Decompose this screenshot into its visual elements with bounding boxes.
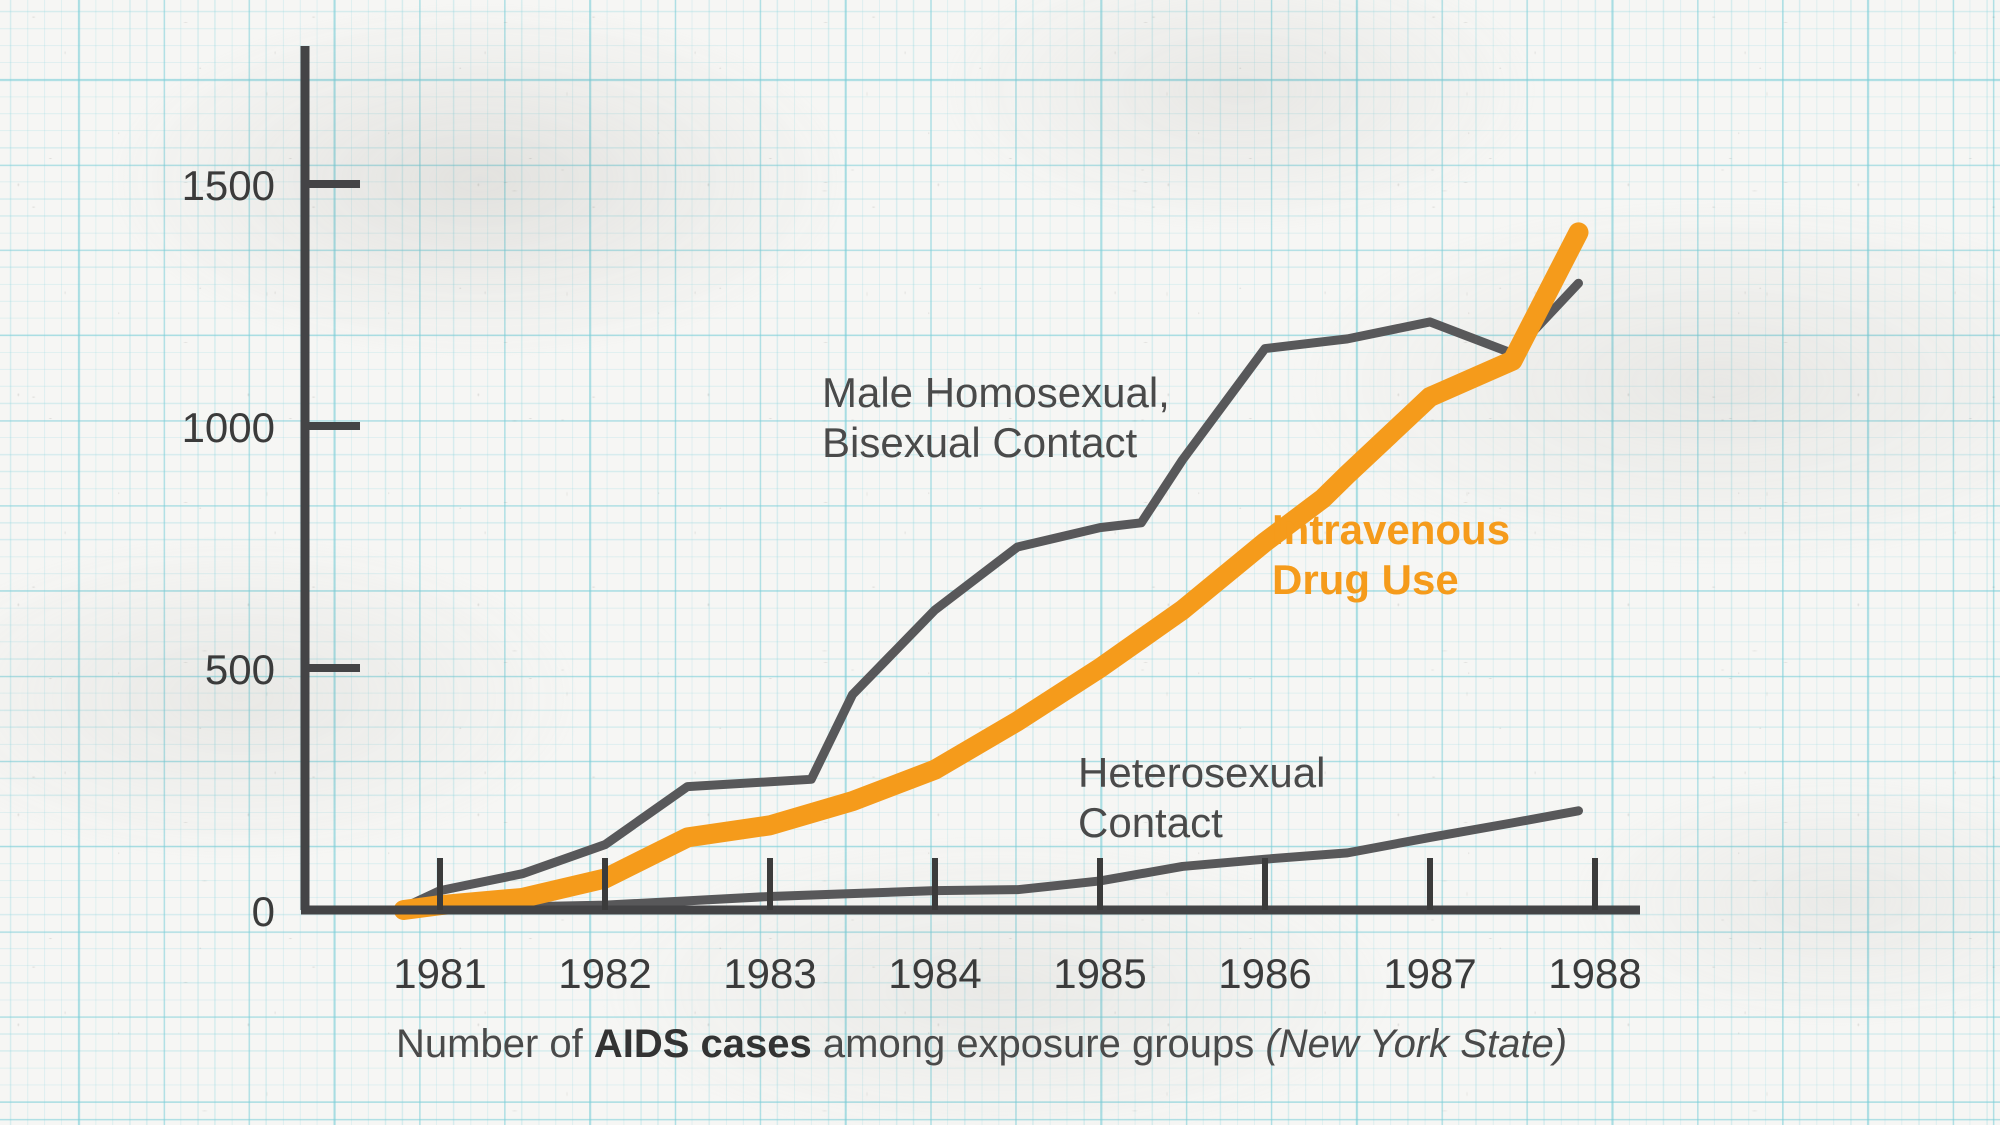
caption-pre: Number of (396, 1022, 594, 1066)
axis-layer (300, 46, 1640, 915)
caption-strong: AIDS cases (593, 1022, 812, 1066)
series-line (399, 806, 1583, 915)
y-tick-label: 0 (252, 888, 275, 935)
x-tick-label: 1983 (723, 950, 816, 997)
x-tick-label: 1987 (1383, 950, 1476, 997)
series-label-intravenous-drug-use: Intravenous Drug Use (1272, 506, 1511, 603)
tick-label-layer: 0 500 1000 1500 1981 1982 1983 1984 1985 1986 1987… (182, 162, 1642, 997)
series-label-male-homosexual: Male Homosexual, Bisexual Contact (822, 369, 1170, 466)
x-tick-label: 1984 (888, 950, 981, 997)
x-tick-label: 1985 (1053, 950, 1146, 997)
chart-caption: Number of AIDS cases among exposure grou… (396, 1022, 1567, 1067)
series-label-heterosexual-contact: Heterosexual Contact (1078, 749, 1326, 846)
x-tick-label: 1981 (393, 950, 486, 997)
x-tick-label: 1986 (1218, 950, 1311, 997)
series-line (399, 278, 1583, 913)
series-line (393, 222, 1589, 920)
y-tick-label: 500 (205, 646, 275, 693)
caption-em: (New York State) (1265, 1022, 1568, 1066)
y-tick-label: 1500 (182, 162, 275, 209)
x-tick-label: 1988 (1548, 950, 1641, 997)
x-tick-label: 1982 (558, 950, 651, 997)
y-tick-label: 1000 (182, 404, 275, 451)
caption-mid: among exposure groups (811, 1022, 1266, 1066)
